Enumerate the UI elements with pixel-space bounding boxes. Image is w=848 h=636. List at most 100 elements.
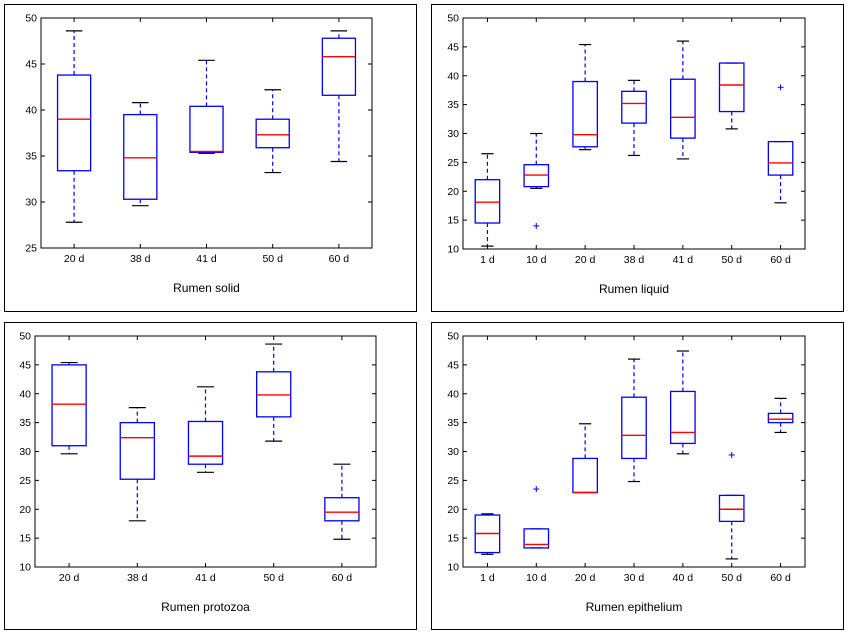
chart-rumen-liquid: 10 15 20 25 30 35 40 45 50 1 d 10 d 20 d 38 d 41 d 50 …: [447, 13, 806, 296]
x-tick-label: 50 d: [721, 254, 742, 266]
iqr-box: [123, 113, 158, 200]
box-41d: [187, 386, 224, 473]
x-tick-label: 20 d: [59, 572, 80, 584]
x-tick-label: 20 d: [575, 572, 596, 584]
iqr-box: [572, 80, 599, 148]
y-tick-label: 10: [447, 244, 459, 256]
x-tick-label: 50 d: [262, 253, 283, 265]
iqr-box: [255, 118, 290, 149]
iqr-box: [669, 78, 696, 139]
chart-rumen-epithelium: 10 15 20 25 30 35 40 45 50 1 d 10 d 20 d 30 d 40 d 50 …: [447, 331, 806, 614]
box-1d: [474, 153, 501, 247]
box-50d: [718, 451, 745, 560]
iqr-box: [718, 494, 745, 523]
y-tick-label: 50: [447, 331, 459, 343]
box-41d: [189, 59, 224, 154]
y-tick-label: 40: [25, 105, 37, 117]
box-1d: [474, 513, 501, 555]
box-40d: [669, 350, 696, 455]
y-tick-label: 35: [447, 99, 459, 111]
y-tick-label: 10: [19, 562, 31, 574]
box-60d: [767, 84, 794, 204]
iqr-box: [474, 179, 501, 224]
x-tick-label: 41 d: [673, 254, 694, 266]
y-tick-label: 30: [447, 446, 459, 458]
box-38d: [621, 79, 647, 157]
box-38d: [123, 102, 158, 207]
y-tick-label: 40: [19, 388, 31, 400]
box-20d: [572, 423, 599, 494]
iqr-box: [572, 457, 599, 494]
iqr-box: [767, 140, 794, 176]
x-tick-label: 38 d: [624, 254, 645, 266]
y-tick-label: 50: [19, 331, 31, 343]
y-tick-label: 25: [19, 475, 31, 487]
iqr-box: [621, 90, 647, 124]
box-50d: [718, 62, 745, 130]
y-tick-label: 20: [447, 504, 459, 516]
y-tick-label: 20: [447, 186, 459, 198]
panel-rumen-solid: 25 30 35 40 45 50 20 d 38 d 41 d 50 d 60 d Rumen so…: [4, 4, 417, 312]
box-60d: [321, 30, 357, 163]
y-tick-label: 35: [19, 417, 31, 429]
panel-rumen-protozoa: 10 15 20 25 30 35 40 45 50 20 d 38 d 41 d 50 d 60 d Ru…: [4, 322, 417, 630]
y-tick-label: 30: [25, 197, 37, 209]
chart-title: Rumen protozoa: [161, 600, 250, 614]
x-tick-label: 60 d: [770, 572, 791, 584]
x-tick-label: 41 d: [196, 253, 217, 265]
y-tick-label: 15: [447, 215, 459, 227]
y-tick-label: 35: [447, 417, 459, 429]
box-10d: [523, 486, 550, 549]
box-30d: [621, 358, 647, 483]
y-tick-label: 40: [447, 70, 459, 82]
y-tick-label: 40: [447, 388, 459, 400]
x-tick-label: 10 d: [526, 572, 547, 584]
iqr-box: [51, 364, 87, 447]
iqr-box: [324, 497, 360, 522]
y-tick-label: 30: [19, 446, 31, 458]
y-tick-label: 45: [25, 59, 37, 71]
y-tick-label: 15: [19, 533, 31, 545]
iqr-box: [321, 37, 357, 96]
y-tick-label: 35: [25, 151, 37, 163]
chart-title: Rumen liquid: [599, 282, 669, 296]
y-tick-label: 10: [447, 562, 459, 574]
x-tick-label: 40 d: [673, 572, 694, 584]
panel-rumen-epithelium: 10 15 20 25 30 35 40 45 50 1 d 10 d 20 d 30 d 40 d 50 …: [431, 322, 844, 630]
x-tick-label: 60 d: [329, 253, 350, 265]
iqr-box: [187, 420, 224, 465]
y-tick-label: 25: [25, 243, 37, 255]
box-41d: [669, 40, 696, 160]
x-tick-label: 60 d: [332, 572, 353, 584]
y-tick-label: 45: [447, 359, 459, 371]
box-50d: [255, 89, 290, 174]
x-tick-label: 30 d: [624, 572, 645, 584]
x-tick-label: 1 d: [480, 572, 495, 584]
chart-title: Rumen epithelium: [586, 600, 683, 614]
iqr-box: [767, 412, 794, 424]
y-tick-label: 50: [447, 13, 459, 25]
x-tick-label: 20 d: [64, 253, 85, 265]
iqr-box: [718, 62, 745, 113]
y-tick-label: 50: [25, 13, 37, 25]
iqr-box: [56, 74, 92, 172]
y-tick-label: 20: [19, 504, 31, 516]
x-tick-label: 41 d: [195, 572, 216, 584]
y-tick-label: 45: [447, 41, 459, 53]
iqr-box: [119, 421, 155, 480]
x-tick-label: 20 d: [575, 254, 596, 266]
box-20d: [51, 361, 87, 455]
x-tick-label: 38 d: [127, 572, 148, 584]
x-tick-label: 38 d: [130, 253, 151, 265]
y-tick-label: 45: [19, 359, 31, 371]
x-tick-label: 1 d: [480, 254, 495, 266]
x-tick-label: 50 d: [721, 572, 742, 584]
box-50d: [255, 343, 292, 442]
iqr-box: [523, 528, 550, 549]
iqr-box: [669, 390, 696, 445]
iqr-box: [189, 105, 224, 153]
y-tick-label: 30: [447, 128, 459, 140]
box-38d: [119, 407, 155, 522]
box-20d: [56, 30, 92, 223]
box-10d: [523, 132, 550, 229]
